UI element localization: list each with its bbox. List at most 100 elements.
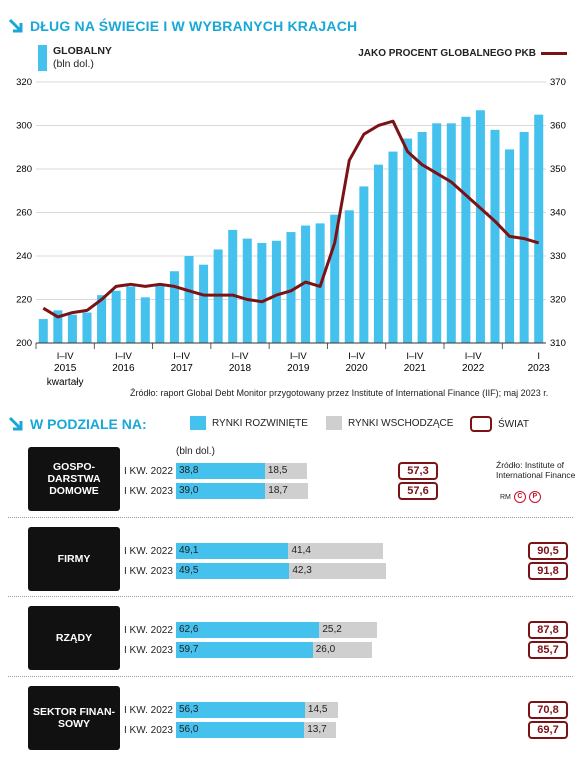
bar-emerging: 25,2	[319, 622, 378, 638]
bar-developed: 56,0	[176, 722, 305, 738]
legend-emerging: RYNKI WSCHODZĄCE	[326, 416, 453, 430]
chart-source: Źródło: raport Global Debt Monitor przyg…	[130, 388, 549, 398]
sector-row: I KW. 2023 49,5 42,3	[124, 563, 387, 579]
world-total: 90,5	[528, 542, 568, 560]
bar	[97, 295, 107, 343]
bar-developed: 59,7	[176, 642, 313, 658]
bar	[38, 319, 48, 343]
bar-emerging: 41,4	[288, 543, 384, 559]
world-total: 70,8	[528, 701, 568, 719]
section2-title-text: W PODZIALE NA:	[30, 416, 147, 432]
bar-developed: 62,6	[176, 622, 320, 638]
bar	[126, 286, 136, 343]
sector-row: I KW. 2022 62,6 25,2	[124, 622, 378, 638]
sector-label: FIRMY	[28, 527, 120, 591]
bar-emerging: 42,3	[289, 563, 387, 579]
divider	[8, 596, 573, 597]
world-total: 57,3	[398, 462, 438, 480]
bar	[257, 242, 267, 343]
bar	[330, 214, 340, 343]
legend-world-swatch	[470, 416, 492, 432]
bar	[155, 284, 165, 343]
x-tick-label-year: 2022	[462, 363, 485, 374]
credit-text: RM	[500, 493, 511, 501]
x-tick-label-year: 2020	[345, 363, 368, 374]
legend-pkb: JAKO PROCENT GLOBALNEGO PKB	[358, 48, 567, 59]
arrow-down-right-icon	[8, 416, 23, 431]
bar	[82, 312, 92, 343]
bar	[111, 290, 121, 343]
row-period: I KW. 2023	[124, 485, 173, 497]
stacked-bar: 56,0 13,7	[176, 722, 336, 738]
bar	[432, 123, 442, 343]
bar	[417, 132, 427, 343]
chart-title-text: DŁUG NA ŚWIECIE I W WYBRANYCH KRAJACH	[30, 18, 358, 34]
y2-tick-label: 350	[550, 164, 566, 175]
divider	[8, 676, 573, 677]
arrow-down-right-icon	[8, 18, 23, 33]
bar	[534, 114, 544, 343]
stacked-bar: 39,0 18,7	[176, 483, 309, 499]
x-tick-label-year: 2016	[112, 363, 135, 374]
unit-label: (bln dol.)	[176, 446, 215, 457]
bar	[199, 264, 209, 343]
legend-world-label: ŚWIAT	[498, 418, 529, 430]
p-icon: P	[528, 491, 541, 503]
y2-tick-label: 360	[550, 121, 566, 132]
y-tick-label: 320	[16, 77, 32, 88]
sector-row: I KW. 2023 39,0 18,7	[124, 483, 309, 499]
y2-tick-label: 340	[550, 208, 566, 219]
stacked-bar: 59,7 26,0	[176, 642, 373, 658]
y-tick-label: 220	[16, 295, 32, 306]
chart-title: DŁUG NA ŚWIECIE I W WYBRANYCH KRAJACH	[8, 18, 357, 34]
sector-label: SEKTOR FINAN-​SOWY	[28, 686, 120, 750]
legend-global-swatch	[38, 45, 47, 71]
section2-title: W PODZIALE NA:	[8, 416, 147, 432]
credit: RM C P	[500, 491, 541, 503]
x-tick-label-year: 2018	[229, 363, 252, 374]
bar	[184, 256, 194, 343]
bar	[140, 297, 150, 343]
y2-tick-label: 330	[550, 251, 566, 262]
row-period: I KW. 2022	[124, 704, 173, 716]
bar	[403, 138, 413, 343]
y2-tick-label: 320	[550, 295, 566, 306]
x-tick-label: I–IV	[290, 351, 308, 362]
sector-row: I KW. 2022 38,8 18,5	[124, 463, 308, 479]
x-tick-label: I	[537, 351, 540, 362]
world-total: 85,7	[528, 641, 568, 659]
row-period: I KW. 2022	[124, 545, 173, 557]
divider	[8, 517, 573, 518]
bar-emerging: 26,0	[312, 642, 373, 658]
bar	[344, 210, 354, 343]
bar	[505, 149, 515, 343]
x-tick-label-year: 2019	[287, 363, 310, 374]
world-total: 69,7	[528, 721, 568, 739]
row-period: I KW. 2022	[124, 465, 173, 477]
stacked-bar: 49,1 41,4	[176, 543, 384, 559]
y-tick-label: 200	[16, 338, 32, 349]
x-axis-note: kwartały	[47, 377, 84, 388]
bar	[271, 240, 281, 343]
stacked-bar: 38,8 18,5	[176, 463, 308, 479]
bar	[67, 314, 77, 343]
bar	[242, 238, 252, 343]
row-period: I KW. 2022	[124, 624, 173, 636]
sector-row: I KW. 2023 59,7 26,0	[124, 642, 373, 658]
bar-developed: 49,1	[176, 543, 289, 559]
legend-global-label: GLOBALNY	[53, 45, 112, 57]
sector-row: I KW. 2022 49,1 41,4	[124, 543, 384, 559]
bar	[359, 186, 369, 343]
legend-developed: RYNKI ROZWINIĘTE	[190, 416, 308, 430]
bar	[228, 229, 238, 343]
bar	[490, 129, 500, 343]
world-total: 57,6	[398, 482, 438, 500]
bar-developed: 38,8	[176, 463, 265, 479]
legend-emerging-swatch	[326, 416, 342, 430]
bar	[388, 151, 398, 343]
x-tick-label: I–IV	[115, 351, 133, 362]
stacked-bar: 56,3 14,5	[176, 702, 339, 718]
legend-emerging-label: RYNKI WSCHODZĄCE	[348, 417, 454, 429]
legend-developed-label: RYNKI ROZWINIĘTE	[212, 417, 308, 429]
sector-label: RZĄDY	[28, 606, 120, 670]
